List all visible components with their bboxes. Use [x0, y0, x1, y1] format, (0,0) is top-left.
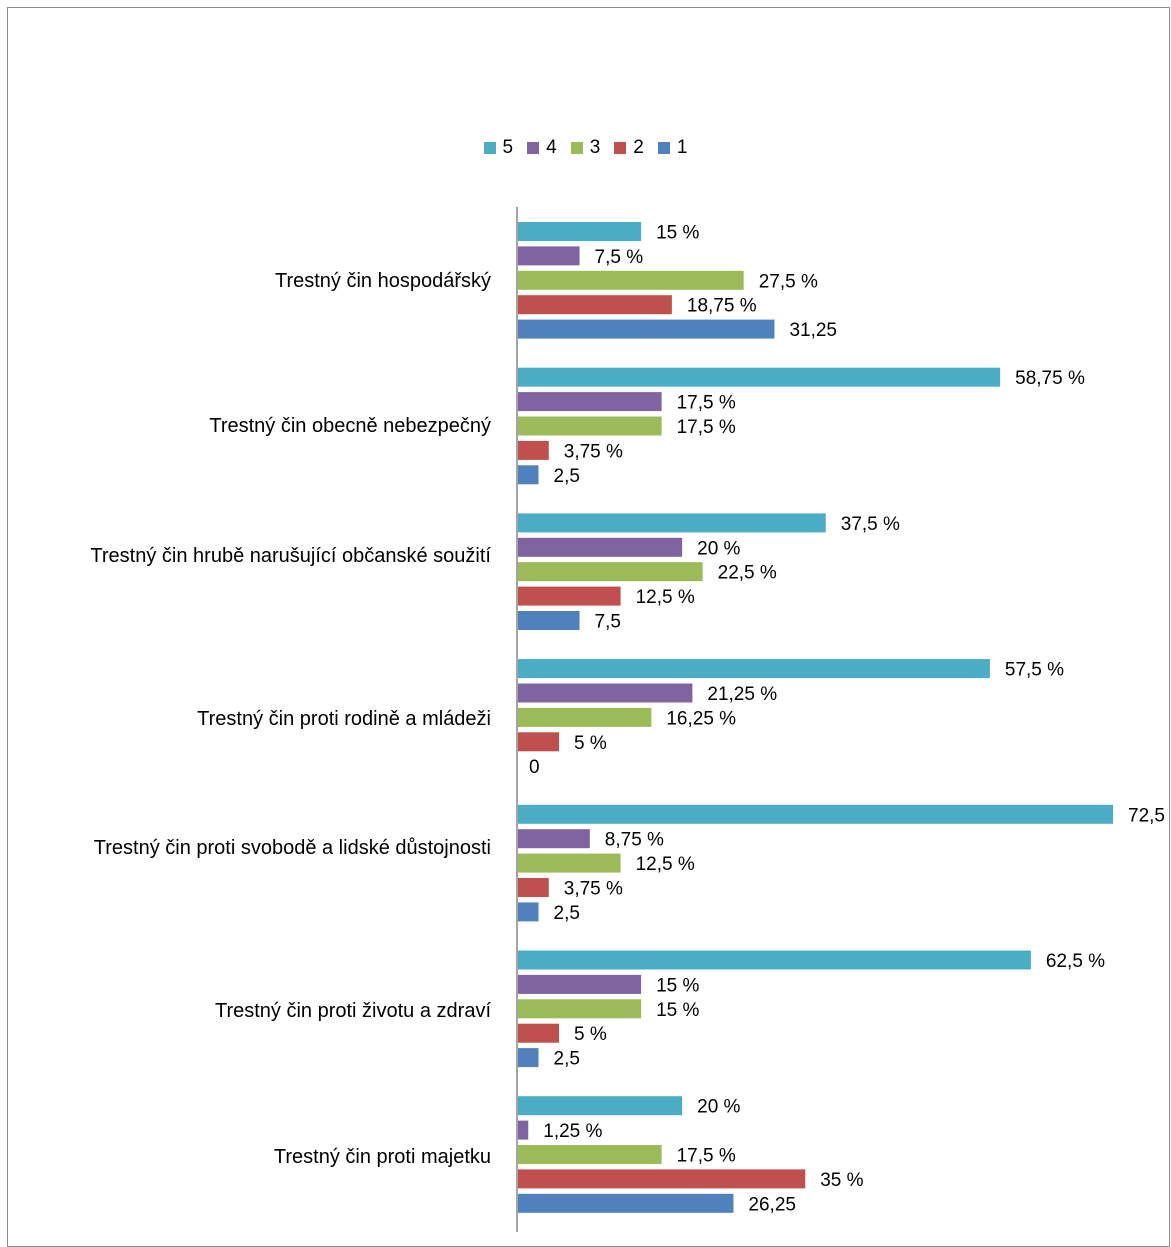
data-label: 5 % — [574, 1024, 607, 1045]
legend-swatch-3 — [570, 142, 583, 154]
bar-series-3 — [518, 999, 642, 1019]
bar-series-5 — [518, 659, 990, 679]
data-label: 0 — [529, 757, 540, 778]
data-label: 26,25 — [748, 1194, 796, 1215]
bar-series-2 — [518, 878, 549, 897]
data-label: 17,5 % — [677, 417, 736, 438]
legend-label-2: 2 — [633, 137, 644, 158]
category-label: Trestný čin proti svobodě a lidské důsto… — [93, 837, 491, 859]
bar-series-2 — [518, 295, 672, 315]
data-label: 20 % — [697, 538, 740, 559]
bar-series-3 — [518, 853, 621, 873]
bar-series-2 — [518, 586, 621, 606]
category-label: Trestný čin proti životu a zdraví — [214, 1000, 491, 1022]
data-label: 7,5 % — [595, 247, 644, 268]
bar-series-2 — [518, 1169, 806, 1189]
data-label: 12,5 % — [636, 854, 695, 875]
bar-series-3 — [518, 562, 703, 582]
legend-label-5: 5 — [502, 137, 514, 158]
data-label: 8,75 % — [605, 830, 664, 851]
bar-series-3 — [518, 1145, 662, 1164]
data-label: 2,5 — [554, 1049, 580, 1070]
bar-series-3 — [518, 416, 662, 436]
legend-swatch-2 — [614, 142, 627, 154]
legend-label-4: 4 — [546, 137, 557, 158]
bar-series-5 — [518, 804, 1113, 824]
data-label: 16,25 % — [666, 708, 736, 729]
data-label: 62,5 % — [1046, 951, 1105, 972]
legend-item-3: 3 — [570, 137, 601, 159]
bar-series-2 — [518, 1023, 560, 1043]
data-label: 22,5 % — [718, 563, 777, 584]
category-label: Trestný čin proti rodině a mládeži — [197, 708, 491, 730]
legend-label-3: 3 — [589, 137, 601, 158]
bar-series-4 — [518, 392, 662, 412]
data-label: 15 % — [656, 1000, 699, 1021]
data-label: 5 % — [574, 733, 607, 754]
data-label: 2,5 — [554, 903, 580, 924]
data-label: 12,5 % — [636, 587, 695, 608]
bar-series-3 — [518, 270, 744, 290]
bar-series-1 — [518, 902, 539, 922]
bar-series-4 — [518, 683, 693, 703]
bar-series-2 — [518, 732, 560, 752]
data-label: 18,75 % — [687, 296, 757, 317]
data-label: 21,25 % — [707, 684, 777, 705]
data-label: 3,75 % — [564, 441, 623, 462]
category-label: Trestný čin obecně nebezpečný — [209, 415, 491, 437]
bar-series-1 — [518, 319, 775, 339]
chart-frame — [7, 7, 1170, 1247]
bar-series-5 — [518, 950, 1031, 970]
category-label: Trestný čin hrubě narušující občanské so… — [90, 545, 491, 567]
data-label: 17,5 % — [677, 393, 736, 414]
bar-series-4 — [518, 246, 580, 266]
legend-item-4: 4 — [527, 137, 557, 159]
bar-series-5 — [518, 222, 642, 241]
data-label: 3,75 % — [564, 879, 623, 900]
data-label: 35 % — [820, 1170, 863, 1191]
data-label: 57,5 % — [1005, 660, 1064, 681]
bar-series-1 — [518, 611, 580, 630]
bar-series-1 — [518, 1193, 734, 1213]
data-label: 27,5 % — [759, 271, 818, 292]
data-label: 15 % — [656, 975, 699, 996]
data-label: 31,25 — [789, 320, 837, 341]
data-label: 1,25 % — [543, 1121, 602, 1142]
bar-series-4 — [518, 1120, 529, 1140]
legend-label-1: 1 — [676, 137, 688, 158]
legend-swatch-4 — [527, 142, 540, 154]
bar-series-3 — [518, 707, 652, 727]
legend-swatch-1 — [657, 142, 670, 154]
bar-series-4 — [518, 829, 590, 849]
bar-series-2 — [518, 440, 549, 460]
data-label: 17,5 % — [677, 1146, 736, 1167]
data-label: 15 % — [656, 223, 699, 244]
data-label: 20 % — [697, 1097, 740, 1118]
data-label: 58,75 % — [1015, 368, 1085, 389]
bar-series-1 — [518, 1048, 539, 1068]
legend: 5 4 3 2 1 — [0, 137, 1171, 159]
data-label: 37,5 % — [841, 514, 900, 535]
data-label: 2,5 — [554, 466, 580, 487]
category-label: Trestný čin proti majetku — [273, 1146, 491, 1168]
bar-series-5 — [518, 367, 1001, 387]
bar-series-4 — [518, 537, 683, 557]
legend-item-5: 5 — [483, 137, 514, 159]
legend-swatch-5 — [483, 142, 496, 154]
bar-series-1 — [518, 465, 539, 485]
legend-item-1: 1 — [657, 137, 688, 159]
bar-series-4 — [518, 974, 642, 994]
bar-series-5 — [518, 513, 826, 533]
category-label: Trestný čin hospodářský — [274, 270, 491, 292]
data-label: 72,5 % — [1128, 805, 1171, 826]
data-label: 7,5 — [595, 612, 621, 633]
legend-item-2: 2 — [614, 137, 644, 159]
bar-series-5 — [518, 1096, 683, 1116]
